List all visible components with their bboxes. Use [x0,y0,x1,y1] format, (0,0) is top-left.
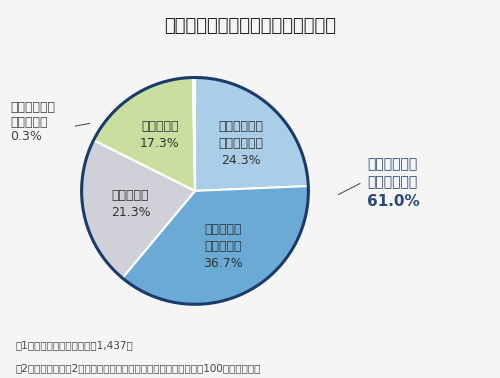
Text: 注1：母数は、有効回答企業1,437社: 注1：母数は、有効回答企業1,437社 [15,340,133,350]
Wedge shape [82,140,195,278]
Text: 響がある』: 響がある』 [10,116,48,129]
Wedge shape [195,77,308,191]
Text: 『プラスの影: 『プラスの影 [10,101,55,114]
Wedge shape [122,186,308,304]
Text: 分からない
21.3%: 分からない 21.3% [111,189,150,219]
Text: ややマイナス
の影響がある
24.3%: ややマイナス の影響がある 24.3% [218,120,263,167]
Text: マイナスの
影響がある
36.7%: マイナスの 影響がある 36.7% [203,223,242,270]
Wedge shape [94,77,195,191]
Text: 0.3%: 0.3% [10,130,42,143]
Text: 61.0%: 61.0% [368,194,420,209]
Text: ウクライナ情勢の企業活動への影響: ウクライナ情勢の企業活動への影響 [164,17,336,35]
Text: 影響はない
17.3%: 影響はない 17.3% [140,120,180,150]
Text: 注2：小数点以下第2位を四捨五入しているため、合計は必ずしも100とはならない: 注2：小数点以下第2位を四捨五入しているため、合計は必ずしも100とはならない [15,363,260,373]
Text: 影響がある』: 影響がある』 [368,175,418,189]
Wedge shape [193,77,195,191]
Text: 『マイナスの: 『マイナスの [368,157,418,172]
